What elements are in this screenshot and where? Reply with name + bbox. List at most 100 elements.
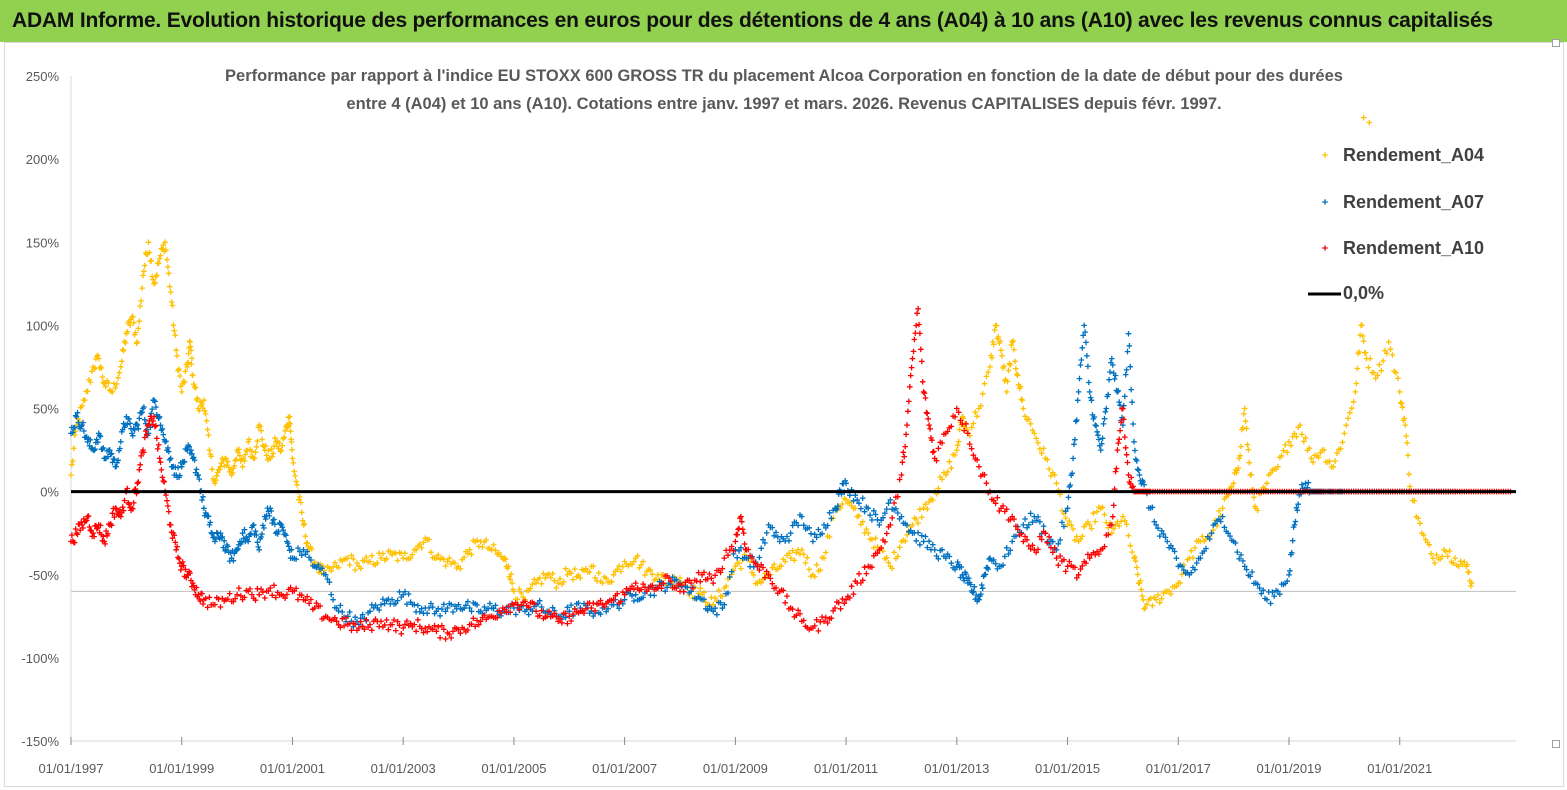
a07-point bbox=[712, 605, 718, 611]
a04-point bbox=[361, 558, 368, 564]
a04-point bbox=[1027, 421, 1034, 427]
y-tick-label: 150% bbox=[26, 235, 60, 250]
a07-point bbox=[288, 546, 295, 553]
a10-point bbox=[260, 589, 266, 595]
a10-point bbox=[924, 410, 931, 417]
a07-point bbox=[1299, 481, 1305, 488]
a10-point bbox=[701, 569, 707, 576]
a10-point bbox=[321, 615, 327, 621]
a04-point bbox=[1127, 542, 1134, 549]
a04-point bbox=[269, 453, 275, 460]
a07-point bbox=[136, 415, 143, 422]
a10-point bbox=[1123, 451, 1130, 458]
a10-point bbox=[69, 532, 75, 538]
a04-point bbox=[332, 559, 338, 566]
a10-point bbox=[965, 430, 971, 437]
a07-point bbox=[214, 530, 221, 537]
a04-point bbox=[1139, 593, 1146, 599]
a04-point bbox=[444, 558, 451, 565]
a04-point bbox=[819, 554, 825, 561]
a10-point bbox=[86, 524, 93, 530]
a10-point bbox=[1040, 528, 1047, 535]
resize-handle-bottom-right[interactable] bbox=[1552, 740, 1560, 748]
a04-point bbox=[119, 346, 126, 353]
a07-point bbox=[239, 530, 246, 536]
a04-point bbox=[1393, 369, 1399, 376]
a07-point bbox=[100, 445, 107, 451]
x-tick-label: 01/01/2015 bbox=[1035, 761, 1100, 776]
a07-point bbox=[1099, 435, 1106, 442]
a07-point bbox=[428, 600, 434, 607]
a04-point bbox=[208, 453, 215, 460]
a10-point bbox=[171, 532, 178, 539]
a10-point bbox=[754, 563, 761, 570]
a04-point bbox=[826, 534, 833, 540]
a10-point bbox=[708, 575, 715, 582]
a04-point bbox=[188, 361, 195, 367]
a07-point bbox=[1075, 389, 1082, 395]
a04-point bbox=[1190, 555, 1196, 561]
a04-point bbox=[169, 302, 176, 309]
a07-point bbox=[300, 547, 307, 553]
a10-point bbox=[996, 508, 1003, 514]
a10-point bbox=[760, 564, 766, 571]
a07-point bbox=[631, 598, 637, 604]
a07-point bbox=[199, 497, 205, 503]
a04-point bbox=[492, 547, 499, 554]
a04-point bbox=[378, 555, 384, 561]
a04-point bbox=[1072, 537, 1078, 544]
a10-point bbox=[728, 543, 735, 550]
a04-point bbox=[1241, 411, 1247, 417]
chart-area: 250% 200% 150% 100% 50% 0% -50% -100% -150% 01/01… bbox=[4, 39, 1564, 787]
a04-point bbox=[1380, 358, 1386, 364]
a04-point bbox=[1308, 455, 1314, 462]
resize-handle-top-right[interactable] bbox=[1552, 39, 1560, 47]
a07-point bbox=[1305, 479, 1312, 486]
a07-point bbox=[1102, 409, 1109, 415]
a04-point bbox=[428, 549, 434, 556]
a04-point bbox=[369, 552, 375, 559]
a07-point bbox=[188, 447, 194, 453]
a10-point bbox=[97, 522, 104, 529]
a10-point bbox=[620, 589, 626, 595]
a04-point bbox=[555, 580, 561, 586]
a07-point bbox=[404, 601, 410, 607]
a04-point bbox=[289, 447, 295, 453]
a07-point bbox=[1302, 480, 1309, 487]
a07-point bbox=[181, 458, 188, 465]
a07-point bbox=[241, 526, 248, 533]
a07-point bbox=[466, 605, 473, 611]
a04-point bbox=[811, 573, 818, 580]
a10-point bbox=[267, 585, 274, 591]
a04-point bbox=[701, 589, 707, 596]
a10-point bbox=[453, 625, 460, 632]
a04-point bbox=[1240, 425, 1246, 431]
a07-point bbox=[280, 527, 286, 533]
a07-point bbox=[1055, 541, 1062, 547]
a10-point bbox=[121, 497, 128, 504]
a07-point bbox=[321, 571, 327, 577]
a10-point bbox=[210, 601, 216, 608]
a04-point bbox=[758, 579, 764, 586]
a04-point bbox=[1088, 525, 1095, 532]
a07-point bbox=[974, 598, 980, 605]
a04-point bbox=[979, 391, 986, 397]
a07-point bbox=[271, 516, 277, 523]
a04-point bbox=[1173, 583, 1180, 590]
a07-point bbox=[80, 419, 86, 426]
a07-point bbox=[70, 429, 76, 436]
a10-point bbox=[99, 538, 106, 544]
a10-point bbox=[710, 580, 716, 586]
a07-point bbox=[826, 510, 833, 516]
a10-point bbox=[243, 587, 250, 594]
a07-point bbox=[1158, 528, 1165, 534]
a07-point bbox=[262, 516, 269, 522]
a07-point bbox=[966, 575, 972, 581]
a10-point bbox=[1007, 517, 1014, 523]
a10-point bbox=[927, 426, 933, 432]
a04-point bbox=[441, 556, 447, 563]
a04-point bbox=[194, 395, 201, 401]
x-tick-label: 01/01/2013 bbox=[924, 761, 989, 776]
a10-point bbox=[1114, 447, 1121, 453]
a04-point bbox=[498, 553, 504, 560]
